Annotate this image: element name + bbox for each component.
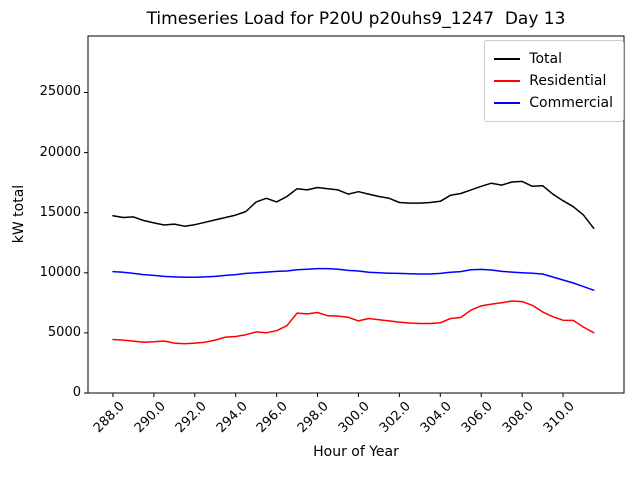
chart-title: Timeseries Load for P20U p20uhs9_1247 Da… [146, 9, 566, 29]
y-tick-label: 10000 [39, 264, 81, 280]
series-line-total [112, 180, 595, 230]
y-tick-label: 20000 [39, 144, 81, 160]
y-tick-label: 25000 [39, 84, 81, 100]
legend-label: Commercial [529, 95, 613, 111]
legend-label: Total [529, 51, 562, 67]
legend-line-sample-residential [494, 80, 521, 82]
legend-line-sample-total [494, 58, 521, 60]
y-tick-label: 15000 [39, 204, 81, 220]
y-tick-label: 5000 [47, 324, 81, 340]
plot-frame [87, 35, 625, 394]
legend-item-residential: Residential [494, 70, 613, 92]
x-axis-label: Hour of Year [313, 444, 399, 460]
legend: Total Residential Commercial [484, 40, 624, 122]
series-line-residential [112, 300, 595, 345]
legend-label: Residential [529, 73, 607, 89]
legend-item-commercial: Commercial [494, 92, 613, 114]
series-line-commercial [112, 267, 595, 291]
legend-item-total: Total [494, 48, 613, 70]
y-axis-label: kW total [11, 184, 27, 244]
y-tick-label: 0 [72, 385, 81, 400]
legend-line-sample-commercial [494, 102, 521, 104]
